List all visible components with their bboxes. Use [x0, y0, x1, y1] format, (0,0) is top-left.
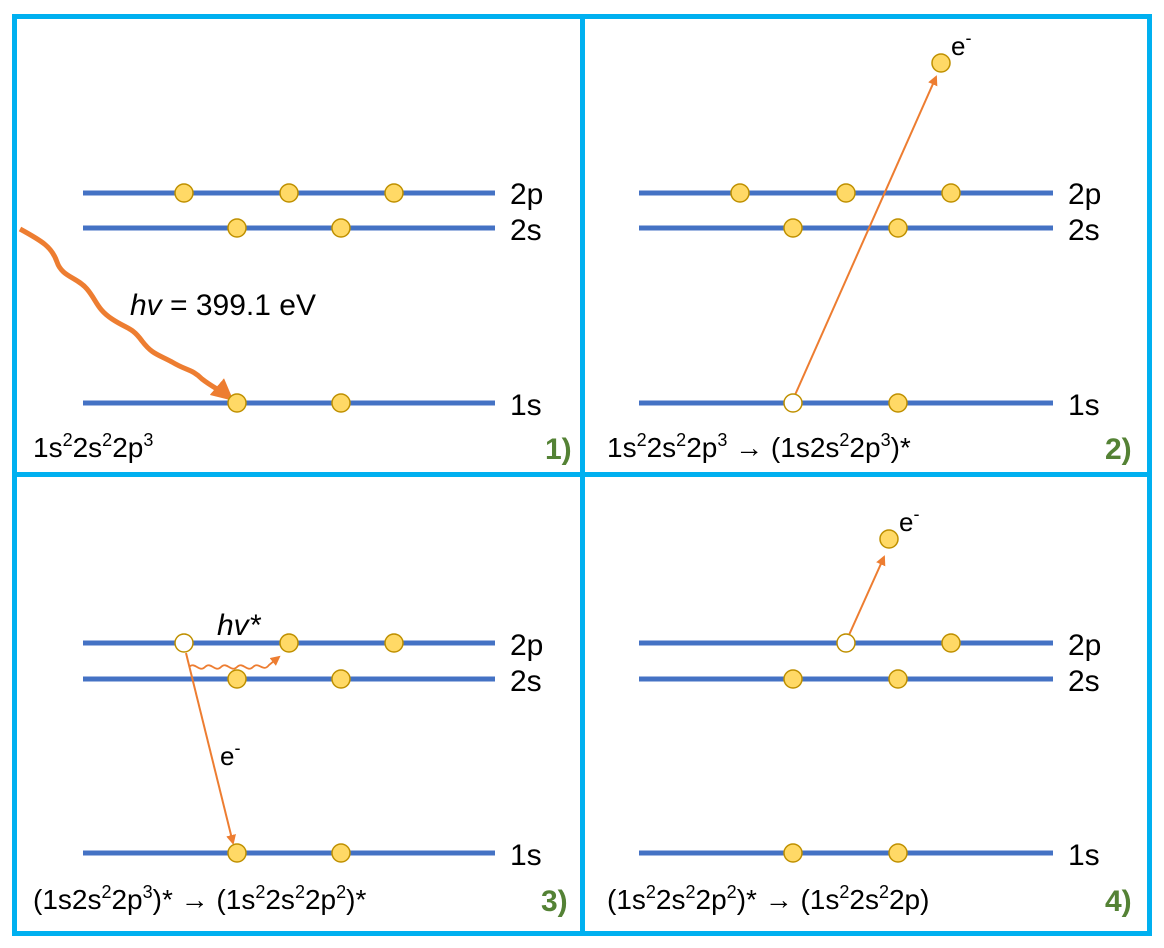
- electron: [888, 669, 908, 689]
- panel-number: 3): [541, 885, 568, 918]
- level-2p-label: 2p: [1068, 629, 1101, 662]
- panel-1: 2p 2s 1s hv = 399.1 eV 1s22s22p3 1): [12, 14, 585, 477]
- hole: [836, 633, 856, 653]
- electron-configuration: 1s22s22p3 → (1s2s22p3)*: [607, 430, 911, 463]
- ejected-electron: [931, 53, 951, 73]
- level-2s-label: 2s: [1068, 214, 1100, 247]
- hole: [174, 633, 194, 653]
- panel-number: 4): [1105, 885, 1132, 918]
- level-1s-label: 1s: [1068, 389, 1100, 422]
- photon-energy-label: hv = 399.1 eV: [130, 289, 316, 322]
- level-1s-label: 1s: [1068, 839, 1100, 872]
- electron-symbol: e-: [220, 738, 240, 771]
- electron: [331, 218, 351, 238]
- electron-configuration: (1s22s22p2)* → (1s22s22p): [607, 882, 929, 915]
- electron: [227, 843, 247, 863]
- level-1s-label: 1s: [510, 389, 542, 422]
- electron: [888, 393, 908, 413]
- emitted-photon-arrow: [188, 655, 281, 670]
- panel-4-diagram: 2p 2s 1s e- (1s22s22p2)* → (1s22s22p) 4): [607, 504, 1132, 918]
- electron: [384, 183, 404, 203]
- electron: [227, 393, 247, 413]
- level-2p-label: 2p: [1068, 178, 1101, 211]
- level-2s-label: 2s: [510, 665, 542, 698]
- electron: [783, 843, 803, 863]
- panel-number: 2): [1105, 433, 1132, 466]
- level-2p-label: 2p: [510, 178, 543, 211]
- panel-2-diagram: 2p 2s 1s e- 1s22s22p3 → (1s2s22p3)* 2): [607, 28, 1132, 466]
- electron: [279, 183, 299, 203]
- electron: [783, 669, 803, 689]
- electron: [941, 633, 961, 653]
- ejected-electron: [879, 529, 899, 549]
- electron-symbol: e-: [951, 28, 971, 61]
- electron: [174, 183, 194, 203]
- incident-photon-arrow: [18, 226, 234, 401]
- panel-1-diagram: 2p 2s 1s hv = 399.1 eV 1s22s22p3 1): [18, 178, 572, 466]
- auger-electron-arrow: [185, 652, 236, 845]
- panel-2: 2p 2s 1s e- 1s22s22p3 → (1s2s22p3)* 2): [580, 14, 1152, 477]
- electron: [279, 633, 299, 653]
- level-2p-label: 2p: [510, 629, 543, 662]
- panel-3: 2p 2s 1s hv* e- (1s2s22p3)* → (1s22s22p2…: [12, 472, 585, 936]
- electron-configuration: (1s2s22p3)* → (1s22s22p2)*: [33, 882, 366, 915]
- electron: [331, 393, 351, 413]
- photon-label: hv*: [217, 609, 262, 642]
- electron: [888, 843, 908, 863]
- level-1s-label: 1s: [510, 839, 542, 872]
- electron: [941, 183, 961, 203]
- level-2s-label: 2s: [510, 214, 542, 247]
- electron: [836, 183, 856, 203]
- electron: [730, 183, 750, 203]
- electron-configuration: 1s22s22p3: [33, 430, 153, 463]
- level-2s-label: 2s: [1068, 665, 1100, 698]
- panel-4: 2p 2s 1s e- (1s22s22p2)* → (1s22s22p) 4): [580, 472, 1152, 936]
- electron: [227, 669, 247, 689]
- electron: [227, 218, 247, 238]
- auger-electron-arrow: [848, 555, 886, 636]
- electron: [783, 218, 803, 238]
- photoelectron-arrow: [794, 75, 938, 396]
- electron: [384, 633, 404, 653]
- electron-symbol: e-: [899, 504, 919, 537]
- core-hole: [783, 393, 803, 413]
- panel-3-diagram: 2p 2s 1s hv* e- (1s2s22p3)* → (1s22s22p2…: [33, 609, 568, 918]
- panel-number: 1): [545, 433, 572, 466]
- electron: [331, 669, 351, 689]
- electron: [888, 218, 908, 238]
- electron: [331, 843, 351, 863]
